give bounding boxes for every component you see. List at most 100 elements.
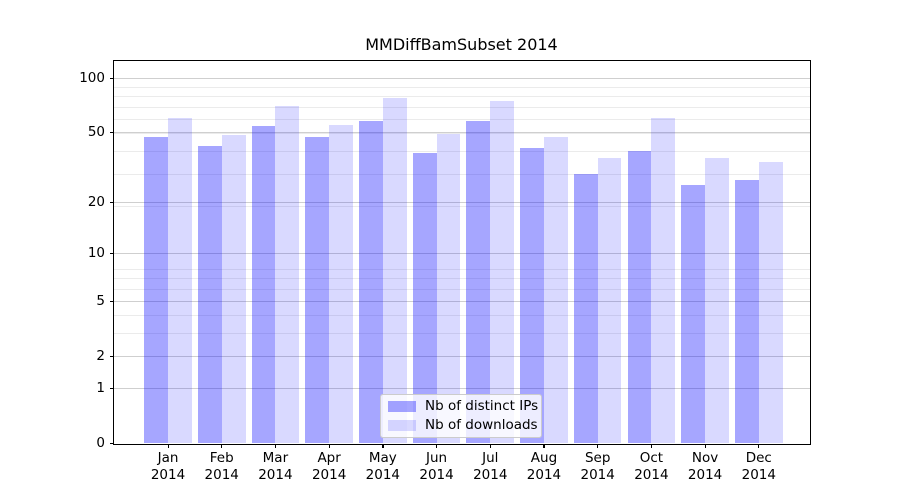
x-tick-month: Aug [530, 450, 558, 466]
x-tick-mark [382, 444, 384, 448]
x-tick-label-jan: Jan 2014 [138, 450, 198, 484]
bar-nb-of-distinct-ips-aug [520, 147, 544, 443]
x-tick-month: Jun [426, 450, 448, 466]
x-tick-mark [489, 444, 491, 448]
x-tick-month: Jan [157, 450, 179, 466]
y-gridline-minor [113, 288, 811, 290]
x-tick-mark [597, 444, 599, 448]
x-tick-year: 2014 [419, 467, 454, 483]
x-tick-month: Apr [317, 450, 341, 466]
x-tick-year: 2014 [204, 467, 239, 483]
bar-nb-of-downloads-sep [597, 157, 622, 443]
x-tick-month: Oct [639, 450, 664, 466]
x-tick-year: 2014 [741, 467, 776, 483]
y-tick-label-5: 5 [96, 293, 105, 310]
x-tick-month: Jul [482, 450, 499, 466]
bar-nb-of-downloads-may [382, 97, 407, 443]
x-tick-mark [221, 444, 223, 448]
x-tick-label-aug: Aug 2014 [514, 450, 574, 484]
bar-nb-of-distinct-ips-apr [305, 137, 330, 443]
x-tick-year: 2014 [580, 467, 615, 483]
y-tick-label-0: 0 [96, 435, 105, 451]
y-tick-mark [109, 77, 114, 79]
y-gridline-major [113, 131, 811, 133]
bar-nb-of-distinct-ips-dec [735, 179, 759, 443]
bar-nb-of-distinct-ips-oct [627, 151, 652, 443]
y-gridline-major [113, 300, 811, 302]
x-tick-month: Dec [745, 450, 772, 466]
x-tick-mark [274, 444, 277, 448]
y-gridline-minor [113, 332, 811, 334]
bar-nb-of-downloads-jul [490, 100, 515, 443]
x-tick-label-jun: Jun 2014 [407, 450, 467, 484]
x-tick-year: 2014 [311, 467, 347, 483]
x-tick-label-oct: Oct 2014 [621, 450, 681, 484]
bar-nb-of-downloads-apr [329, 124, 353, 443]
x-tick-label-dec: Dec 2014 [729, 450, 789, 484]
x-tick-mark [704, 444, 706, 448]
legend-item-downloads: Nb of downloads [388, 418, 541, 433]
y-tick-mark [109, 201, 114, 204]
y-gridline-major [113, 355, 811, 357]
y-gridline-minor [113, 268, 811, 270]
y-tick-mark [109, 131, 114, 133]
bar-nb-of-downloads-feb [221, 135, 246, 443]
x-tick-year: 2014 [634, 467, 669, 483]
x-tick-year: 2014 [258, 467, 293, 483]
y-gridline-minor [113, 86, 811, 88]
x-tick-label-feb: Feb 2014 [192, 450, 252, 484]
y-gridline-minor [113, 133, 811, 135]
bar-nb-of-distinct-ips-jan [144, 137, 168, 443]
y-tick-label-50: 50 [87, 124, 105, 141]
y-tick-mark [109, 387, 114, 389]
y-tick-mark [109, 355, 114, 357]
legend-swatch-distinct-ips [388, 401, 416, 412]
x-tick-year: 2014 [526, 467, 562, 483]
x-tick-month: Mar [262, 450, 289, 466]
chart-title: MMDiffBamSubset 2014 [365, 35, 558, 54]
bar-nb-of-distinct-ips-may [359, 120, 383, 443]
x-tick-mark [436, 444, 438, 448]
x-tick-mark [328, 444, 330, 448]
x-tick-year: 2014 [473, 467, 508, 483]
x-tick-month: Nov [691, 450, 719, 466]
legend-label-distinct-ips: Nb of distinct IPs [425, 398, 539, 414]
bar-nb-of-downloads-dec [758, 161, 783, 443]
x-tick-mark [543, 444, 545, 448]
y-gridline-minor [113, 150, 811, 152]
y-tick-label-10: 10 [87, 245, 105, 262]
x-tick-month: Feb [209, 450, 234, 466]
bar-nb-of-downloads-jan [168, 118, 192, 443]
x-tick-label-apr: Apr 2014 [299, 450, 359, 484]
bar-nb-of-downloads-nov [705, 157, 729, 443]
x-tick-label-may: May 2014 [353, 450, 413, 484]
y-gridline-minor [113, 315, 811, 317]
x-tick-year: 2014 [687, 467, 723, 483]
y-gridline-minor [113, 173, 811, 175]
y-gridline-major [113, 252, 811, 254]
legend-item-distinct-ips: Nb of distinct IPs [388, 399, 541, 414]
bar-nb-of-distinct-ips-jun [412, 153, 437, 443]
x-tick-label-sep: Sep 2014 [568, 450, 628, 484]
y-gridline-major [113, 201, 811, 203]
bar-nb-of-distinct-ips-feb [197, 145, 222, 443]
bar-nb-of-downloads-mar [275, 106, 300, 443]
y-gridline-minor [113, 205, 811, 207]
legend: Nb of distinct IPs Nb of downloads [380, 394, 542, 438]
bar-nb-of-distinct-ips-sep [573, 174, 598, 443]
y-tick-mark [109, 442, 114, 444]
x-tick-mark [167, 444, 169, 448]
bar-nb-of-distinct-ips-mar [251, 126, 276, 443]
bar-nb-of-downloads-jun [436, 133, 461, 443]
y-gridline-minor [113, 96, 811, 98]
y-tick-mark [109, 300, 114, 303]
x-tick-label-nov: Nov 2014 [675, 450, 735, 484]
y-tick-label-2: 2 [96, 348, 105, 365]
x-tick-mark [650, 444, 653, 448]
legend-swatch-downloads [388, 420, 416, 431]
bar-nb-of-distinct-ips-nov [681, 185, 706, 443]
x-tick-label-mar: Mar 2014 [245, 450, 305, 484]
y-gridline-major [113, 77, 811, 79]
bar-nb-of-distinct-ips-jul [466, 120, 491, 443]
